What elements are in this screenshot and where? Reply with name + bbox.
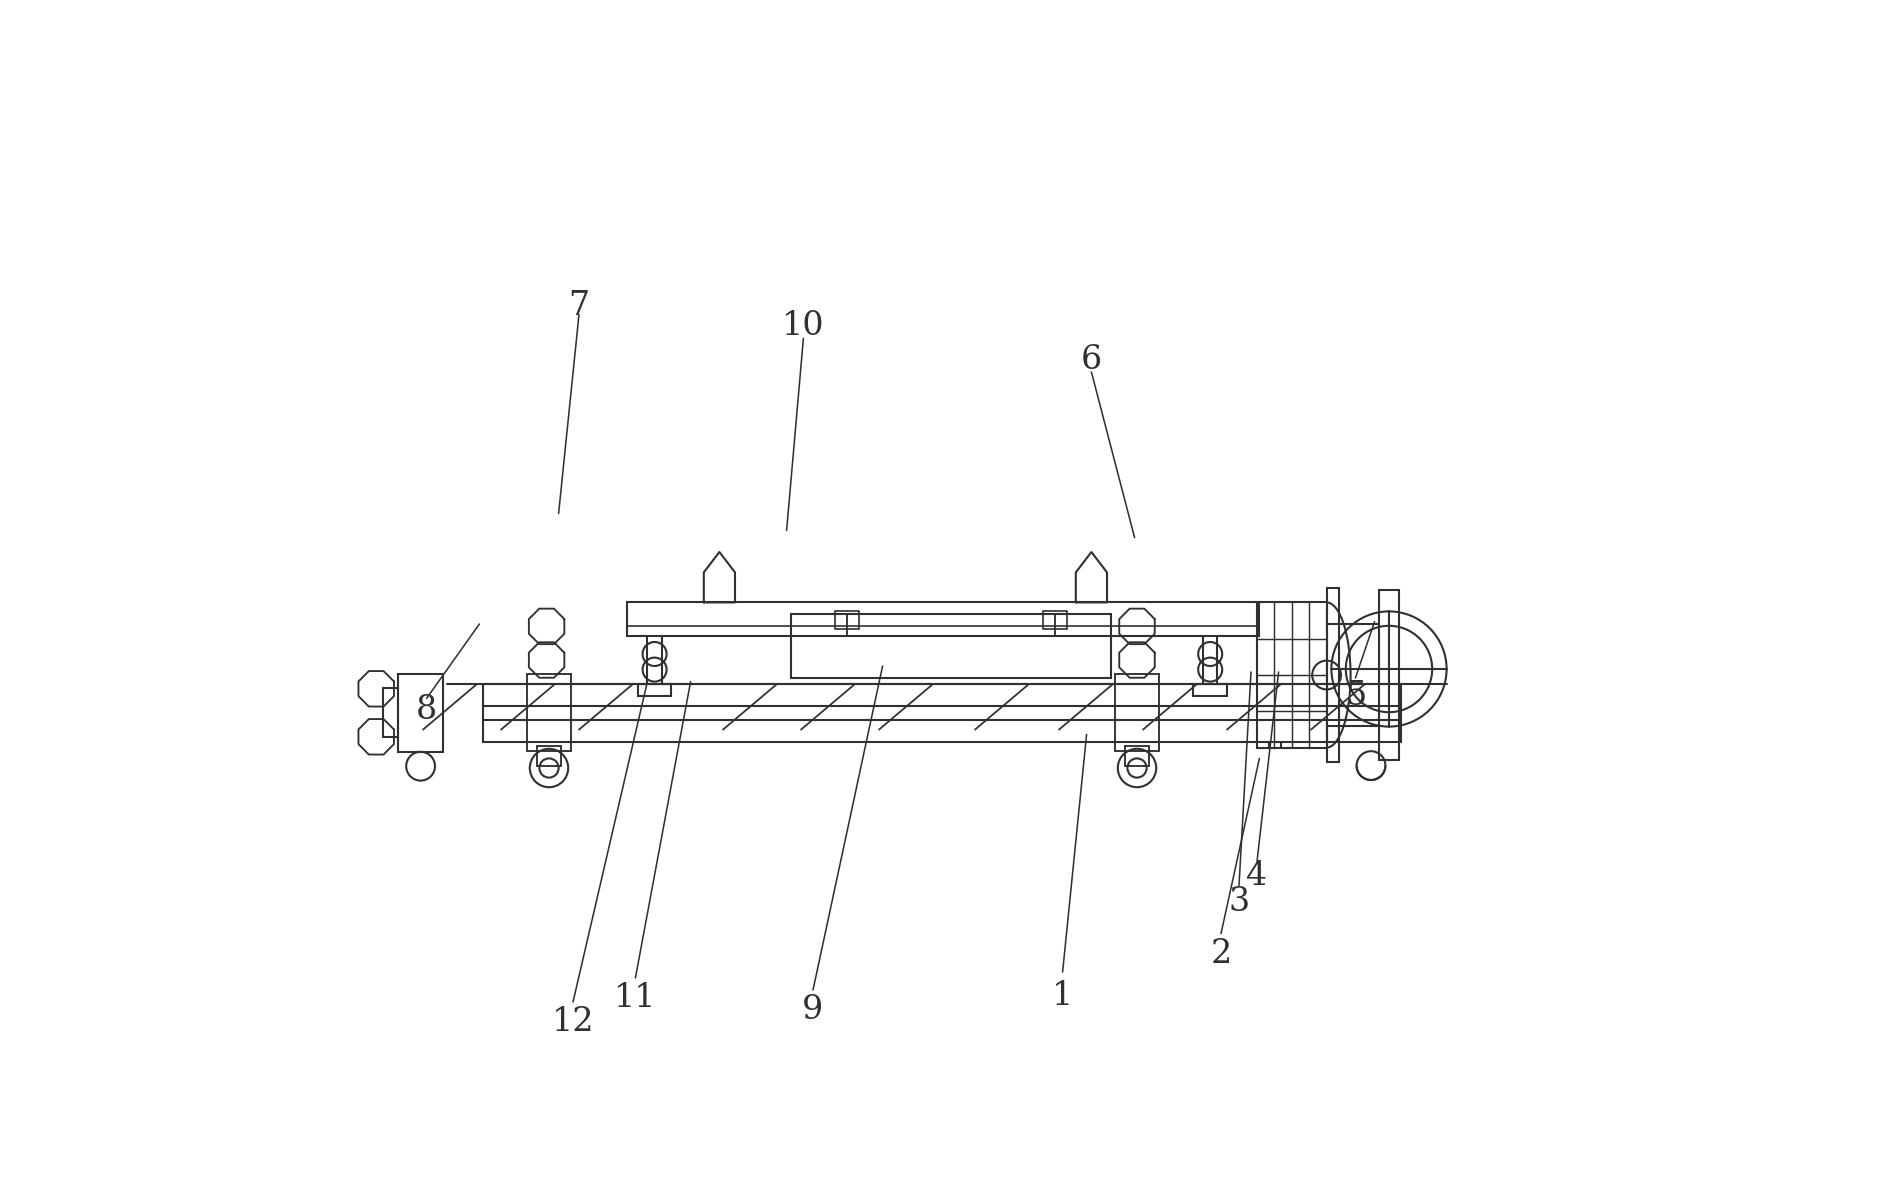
Bar — [1326, 588, 1337, 762]
Bar — [627, 602, 1258, 636]
Bar — [1192, 684, 1226, 696]
Bar — [536, 746, 561, 766]
Text: 10: 10 — [782, 311, 824, 342]
Text: 9: 9 — [803, 995, 824, 1026]
Text: 11: 11 — [614, 983, 655, 1014]
Bar — [1124, 746, 1149, 766]
Text: 6: 6 — [1081, 344, 1101, 376]
Bar — [1256, 602, 1326, 748]
Bar — [1115, 674, 1158, 751]
Text: 7: 7 — [569, 290, 589, 322]
Text: 4: 4 — [1245, 860, 1268, 892]
Bar — [527, 674, 570, 751]
Bar — [383, 688, 397, 737]
Bar — [397, 673, 444, 751]
Bar — [1043, 611, 1067, 629]
Bar — [1379, 590, 1398, 760]
Text: 2: 2 — [1209, 938, 1232, 970]
Text: 3: 3 — [1228, 887, 1249, 918]
Text: 5: 5 — [1343, 680, 1366, 712]
Text: 12: 12 — [552, 1007, 593, 1038]
Bar — [637, 684, 671, 696]
Text: 1: 1 — [1052, 980, 1073, 1012]
Bar — [791, 614, 1111, 678]
Text: 8: 8 — [416, 695, 436, 726]
Bar — [835, 611, 858, 629]
